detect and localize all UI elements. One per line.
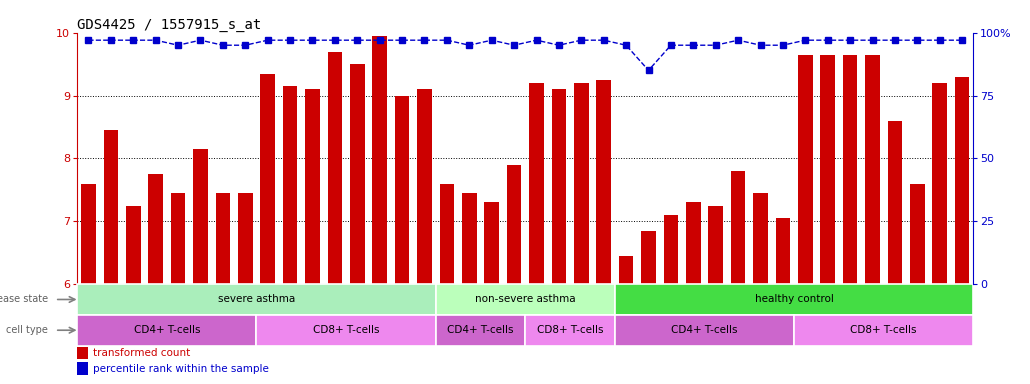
Bar — [81, 184, 96, 284]
Bar — [436, 315, 525, 346]
Bar — [194, 149, 208, 284]
Bar — [911, 184, 925, 284]
Bar — [256, 315, 436, 346]
Bar — [709, 205, 723, 284]
Bar — [794, 315, 973, 346]
Bar — [283, 86, 298, 284]
Bar — [663, 215, 678, 284]
Text: CD4+ T-cells: CD4+ T-cells — [447, 325, 514, 335]
Text: CD8+ T-cells: CD8+ T-cells — [537, 325, 604, 335]
Bar — [552, 89, 566, 284]
Bar — [417, 89, 432, 284]
Text: CD8+ T-cells: CD8+ T-cells — [313, 325, 379, 335]
Bar — [865, 55, 880, 284]
Bar — [529, 83, 544, 284]
Bar — [77, 347, 88, 359]
Bar — [615, 284, 973, 315]
Bar — [574, 83, 588, 284]
Bar — [373, 36, 387, 284]
Bar — [440, 184, 454, 284]
Bar — [619, 256, 633, 284]
Bar — [104, 130, 118, 284]
Text: percentile rank within the sample: percentile rank within the sample — [94, 364, 269, 374]
Bar — [126, 205, 140, 284]
Bar — [798, 55, 813, 284]
Text: CD8+ T-cells: CD8+ T-cells — [851, 325, 917, 335]
Text: cell type: cell type — [6, 325, 48, 335]
Bar — [305, 89, 319, 284]
Bar — [77, 284, 436, 315]
Bar — [238, 193, 252, 284]
Bar — [776, 218, 790, 284]
Bar — [596, 80, 611, 284]
Bar — [753, 193, 767, 284]
Bar — [731, 171, 746, 284]
Text: CD4+ T-cells: CD4+ T-cells — [672, 325, 737, 335]
Bar — [215, 193, 230, 284]
Bar — [394, 96, 409, 284]
Bar — [525, 315, 615, 346]
Bar — [328, 51, 342, 284]
Bar — [77, 315, 256, 346]
Text: CD4+ T-cells: CD4+ T-cells — [134, 325, 200, 335]
Bar — [507, 165, 521, 284]
Bar — [932, 83, 947, 284]
Bar — [484, 202, 499, 284]
Bar — [350, 64, 365, 284]
Bar — [642, 231, 656, 284]
Bar — [261, 73, 275, 284]
Text: transformed count: transformed count — [94, 348, 191, 358]
Text: disease state: disease state — [0, 295, 48, 305]
Bar — [955, 77, 969, 284]
Bar — [843, 55, 857, 284]
Text: non-severe asthma: non-severe asthma — [475, 295, 576, 305]
Text: GDS4425 / 1557915_s_at: GDS4425 / 1557915_s_at — [77, 18, 262, 31]
Bar — [77, 362, 88, 375]
Bar — [821, 55, 835, 284]
Bar — [462, 193, 477, 284]
Bar — [686, 202, 700, 284]
Bar — [888, 121, 902, 284]
Bar — [171, 193, 185, 284]
Bar — [436, 284, 615, 315]
Bar — [148, 174, 163, 284]
Text: healthy control: healthy control — [755, 295, 833, 305]
Bar — [615, 315, 794, 346]
Text: severe asthma: severe asthma — [218, 295, 296, 305]
